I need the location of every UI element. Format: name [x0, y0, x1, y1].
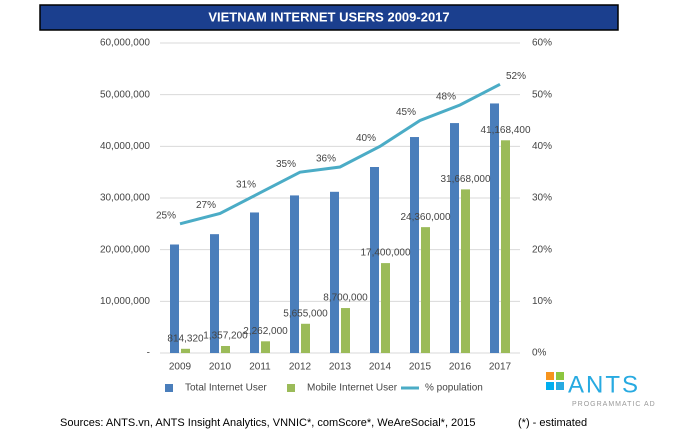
bar — [490, 103, 499, 353]
bar — [410, 137, 419, 353]
bar — [261, 341, 270, 353]
data-label: 41,168,400 — [480, 125, 530, 136]
logo-square — [556, 382, 564, 390]
x-tick-label: 2012 — [289, 362, 312, 373]
footnote: (*) - estimated — [518, 417, 587, 429]
data-label: 25% — [156, 210, 176, 221]
data-label: 27% — [196, 200, 216, 211]
data-label: 1,357,200 — [203, 331, 248, 342]
bar — [381, 263, 390, 353]
legend-swatch — [287, 384, 295, 392]
y2-tick-label: 60% — [532, 38, 552, 49]
x-tick-label: 2017 — [489, 362, 512, 373]
logo-square — [546, 372, 554, 380]
data-label: 40% — [356, 133, 376, 144]
bar — [330, 191, 339, 353]
logo-tagline: PROGRAMMATIC AD — [572, 401, 656, 408]
x-tick-label: 2015 — [409, 362, 432, 373]
data-label: 2,262,000 — [243, 326, 288, 337]
bar — [210, 234, 219, 353]
y-tick-label: 10,000,000 — [100, 296, 150, 307]
data-label: 5,655,000 — [283, 308, 328, 319]
x-tick-label: 2010 — [209, 362, 232, 373]
legend-label: % population — [425, 383, 483, 394]
y2-tick-label: 40% — [532, 141, 552, 152]
x-tick-label: 2016 — [449, 362, 472, 373]
data-label: 24,360,000 — [400, 212, 450, 223]
legend-label: Mobile Internet User — [307, 383, 398, 394]
title-banner — [39, 4, 619, 31]
bar — [450, 123, 459, 353]
y-tick-label: 50,000,000 — [100, 89, 150, 100]
bar — [501, 140, 510, 353]
bar — [370, 167, 379, 353]
bar — [461, 189, 470, 353]
y-tick-label: 30,000,000 — [100, 193, 150, 204]
chart-title: VIETNAM INTERNET USERS 2009-2017 — [208, 9, 449, 24]
logo-square — [546, 382, 554, 390]
bar — [290, 195, 299, 353]
data-label: 8,700,000 — [323, 293, 368, 304]
bar — [301, 323, 310, 353]
bar — [181, 348, 190, 353]
bar — [170, 244, 179, 353]
x-tick-label: 2011 — [249, 362, 271, 373]
x-tick-label: 2014 — [369, 362, 392, 373]
bar — [421, 227, 430, 353]
y-tick-label: 40,000,000 — [100, 141, 150, 152]
y2-tick-label: 50% — [532, 89, 552, 100]
data-label: 17,400,000 — [360, 248, 410, 259]
y-tick-label: - — [147, 348, 150, 359]
logo-name: ANTS — [568, 371, 640, 398]
y2-tick-label: 20% — [532, 244, 552, 255]
logo-square — [556, 372, 564, 380]
x-tick-label: 2013 — [329, 362, 352, 373]
data-label: 52% — [506, 71, 526, 82]
legend-label: Total Internet User — [185, 383, 267, 394]
source: Sources: ANTS.vn, ANTS Insight Analytics… — [60, 417, 476, 429]
data-label: 31,668,000 — [440, 174, 490, 185]
data-label: 31% — [236, 179, 256, 190]
x-tick-label: 2009 — [169, 362, 192, 373]
data-label: 814,320 — [167, 333, 204, 344]
line — [179, 83, 501, 226]
bar — [221, 345, 230, 353]
y-tick-label: 20,000,000 — [100, 244, 150, 255]
logo: ANTS PROGRAMMATIC AD — [546, 371, 656, 408]
y2-tick-label: 10% — [532, 296, 552, 307]
y2-tick-label: 0% — [532, 348, 547, 359]
legend-swatch — [165, 384, 173, 392]
data-label: 48% — [436, 92, 456, 103]
data-label: 45% — [396, 107, 416, 118]
data-label: 36% — [316, 154, 336, 165]
data-label: 35% — [276, 159, 296, 170]
bar — [250, 212, 259, 353]
bar — [341, 308, 350, 353]
y2-tick-label: 30% — [532, 193, 552, 204]
y-tick-label: 60,000,000 — [100, 38, 150, 49]
